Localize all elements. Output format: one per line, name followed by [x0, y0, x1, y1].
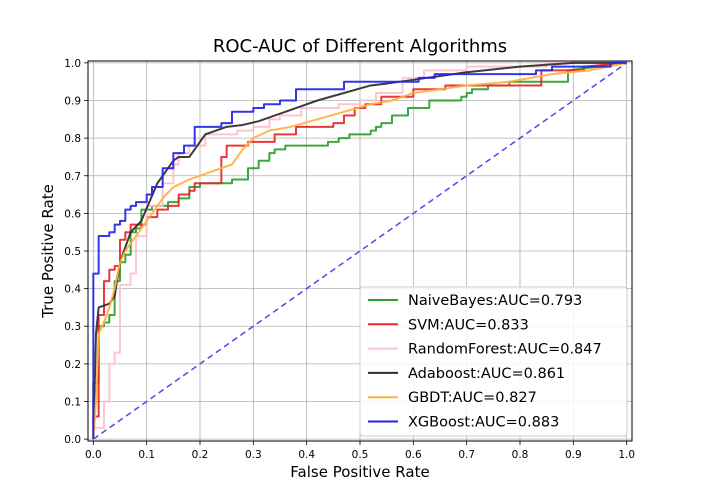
diagonal-line — [92, 62, 628, 440]
y-tick-label: 0.5 — [64, 246, 81, 258]
legend-label: SVM:AUC=0.833 — [408, 317, 529, 333]
x-tick-label: 0.6 — [405, 449, 422, 461]
legend: NaiveBayes:AUC=0.793 SVM:AUC=0.833 RandomF… — [359, 286, 628, 437]
legend-label: GBDT:AUC=0.827 — [408, 390, 537, 406]
diagonal-reference — [92, 62, 628, 440]
legend-label: RandomForest:AUC=0.847 — [408, 342, 602, 358]
legend-label: NaiveBayes:AUC=0.793 — [408, 293, 582, 309]
y-tick-label: 0.6 — [64, 208, 81, 220]
series-line-gbdt — [92, 61, 627, 440]
x-tick-label: 0.9 — [565, 449, 582, 461]
y-tick-label: 1.0 — [64, 58, 81, 70]
y-tick-label: 0.9 — [64, 96, 81, 108]
axis-ticks: 0.0 0.1 0.2 0.3 0.4 0.5 0.6 0.7 0.8 0.9 1.0 0.0 0.1 0… — [64, 58, 635, 461]
y-axis-title: True Positive Rate — [39, 184, 57, 319]
x-tick-label: 0.0 — [85, 449, 102, 461]
x-tick-label: 0.7 — [458, 449, 475, 461]
chart-title: ROC-AUC of Different Algorithms — [213, 36, 507, 57]
x-axis-title: False Positive Rate — [290, 463, 429, 481]
legend-box — [359, 286, 628, 437]
x-tick-label: 0.8 — [512, 449, 529, 461]
y-tick-label: 0.8 — [64, 133, 81, 145]
x-tick-label: 0.1 — [138, 449, 155, 461]
legend-label: Adaboost:AUC=0.861 — [408, 366, 565, 382]
y-tick-label: 0.3 — [64, 321, 81, 333]
series-line-naivebayes — [92, 61, 627, 440]
y-tick-label: 0.7 — [64, 171, 81, 183]
series-lines — [92, 61, 627, 440]
series-line-xgboost — [92, 61, 627, 440]
x-tick-label: 0.2 — [192, 449, 209, 461]
legend-label: XGBoost:AUC=0.883 — [408, 415, 559, 431]
x-tick-label: 0.5 — [352, 449, 369, 461]
y-tick-label: 0.1 — [64, 396, 81, 408]
x-tick-label: 0.4 — [298, 449, 315, 461]
x-tick-label: 0.3 — [245, 449, 262, 461]
series-line-svm — [92, 61, 627, 440]
y-tick-label: 0.4 — [64, 284, 81, 296]
y-tick-label: 0.2 — [64, 359, 81, 371]
x-tick-label: 1.0 — [618, 449, 635, 461]
y-tick-label: 0.0 — [64, 434, 81, 446]
